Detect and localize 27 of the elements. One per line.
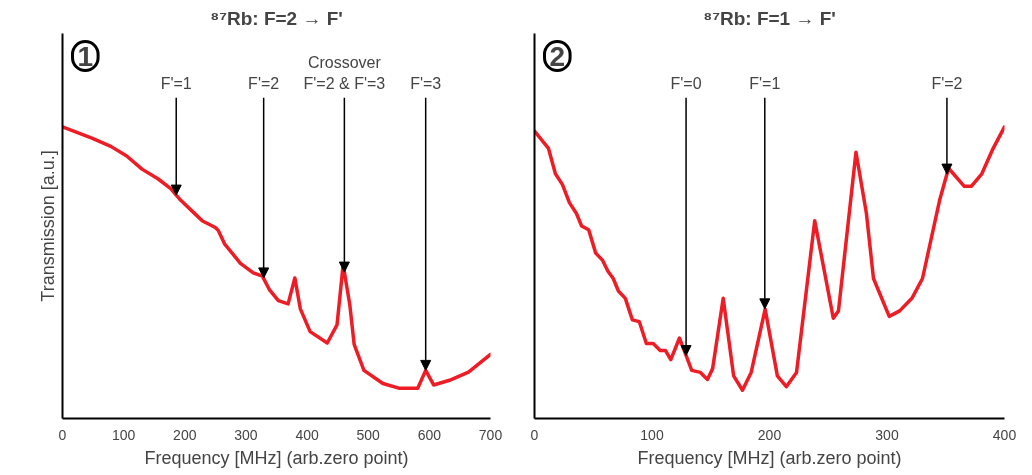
x-tick-label: 0 <box>530 426 539 443</box>
x-tick-label: 300 <box>875 426 899 443</box>
annotation: F'=3 <box>410 74 442 92</box>
x-axis-title: Frequency [MHz] (arb.zero point) <box>637 447 902 468</box>
annotation: F'=1 <box>160 74 192 92</box>
annotation: Crossover F'=2 & F'=3 <box>303 54 386 92</box>
y-axis-title: Transmission [a.u.] <box>37 150 58 302</box>
text: 1 <box>77 40 94 72</box>
annotation: F'=0 <box>670 74 702 92</box>
chart-title: ⁸⁷Rb: F=1 → F' <box>703 7 836 29</box>
x-tick-label: 400 <box>992 426 1017 443</box>
annotation: F'=1 <box>749 74 781 92</box>
x-tick-label: 400 <box>295 426 319 443</box>
x-tick-label: 0 <box>58 426 67 443</box>
x-tick-label: 200 <box>757 426 782 443</box>
x-tick-label: 100 <box>111 426 136 443</box>
x-tick-label: 100 <box>640 426 664 443</box>
annotation: F'=2 <box>931 74 963 92</box>
x-tick-label: 700 <box>478 426 503 443</box>
chart-title: ⁸⁷Rb: F=2 → F' <box>210 7 343 29</box>
annotation: F'=2 <box>248 74 280 92</box>
text: 2 <box>549 40 566 72</box>
x-tick-label: 200 <box>173 426 197 443</box>
x-tick-label: 500 <box>356 426 381 443</box>
x-tick-label: 300 <box>234 426 258 443</box>
x-axis-title: Frequency [MHz] (arb.zero point) <box>144 447 409 468</box>
x-tick-label: 600 <box>417 426 442 443</box>
